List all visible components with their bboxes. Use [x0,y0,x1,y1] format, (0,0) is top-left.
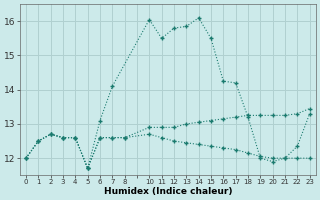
X-axis label: Humidex (Indice chaleur): Humidex (Indice chaleur) [104,187,232,196]
